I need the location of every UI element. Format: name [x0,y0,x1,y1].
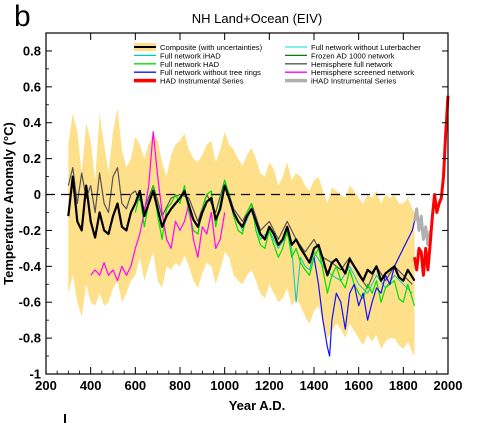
chart-title: NH Land+Ocean (EIV) [192,11,322,26]
y-tick-label: 0 [34,187,41,202]
y-axis-label: Temperature Anomaly (°C) [1,122,16,285]
legend-label: Hemisphere full network [311,60,393,69]
y-tick-label: -1 [29,367,41,382]
y-tick-label: -0.2 [19,223,41,238]
panel-label: b [14,0,31,33]
x-tick-label: 2000 [434,378,463,393]
y-tick-label: 0.6 [23,79,41,94]
x-tick-label: 800 [169,378,191,393]
x-tick-label: 400 [80,378,102,393]
legend-label: Full network HAD [160,60,220,69]
legend-label: iHAD Instrumental Series [311,77,396,86]
uncertainty-band [68,108,415,357]
y-tick-label: 0.8 [23,43,41,58]
stray-tick-mark [64,414,66,423]
x-tick-label: 1000 [210,378,239,393]
legend-label: Hemisphere screened network [311,68,414,77]
legend-label: Frozen AD 1000 network [311,51,395,60]
series-line-full-network-without-tree-rings [313,221,416,357]
legend-label: Full network without Luterbacher [311,43,421,52]
y-tick-label: -0.6 [19,295,41,310]
x-tick-label: 1600 [344,378,373,393]
legend-label: Full network iHAD [160,51,221,60]
series-line-composite-with-uncertainties [67,175,416,282]
x-tick-label: 1800 [389,378,418,393]
series-line-full-network-ihad [224,185,413,303]
x-tick-label: 1200 [255,378,284,393]
y-tick-label: 0.2 [23,151,41,166]
x-tick-label: 600 [124,378,146,393]
y-tick-label: 0.4 [23,115,42,130]
legend-box [133,40,436,85]
y-tick-label: -0.8 [19,331,41,346]
series-line-hemisphere-screened-network [90,131,226,282]
x-tick-label: 200 [35,378,57,393]
x-axis-label: Year A.D. [229,398,286,413]
legend-label: Full network without tree rings [160,68,261,77]
legend-label: Composite (with uncertainties) [160,43,263,52]
y-tick-label: -0.4 [19,259,42,274]
x-tick-label: 1400 [300,378,329,393]
legend-label: HAD Instrumental Series [160,77,244,86]
series-line-ihad-instrumental-series [413,207,432,247]
series-line-had-instrumental-series [413,95,450,277]
